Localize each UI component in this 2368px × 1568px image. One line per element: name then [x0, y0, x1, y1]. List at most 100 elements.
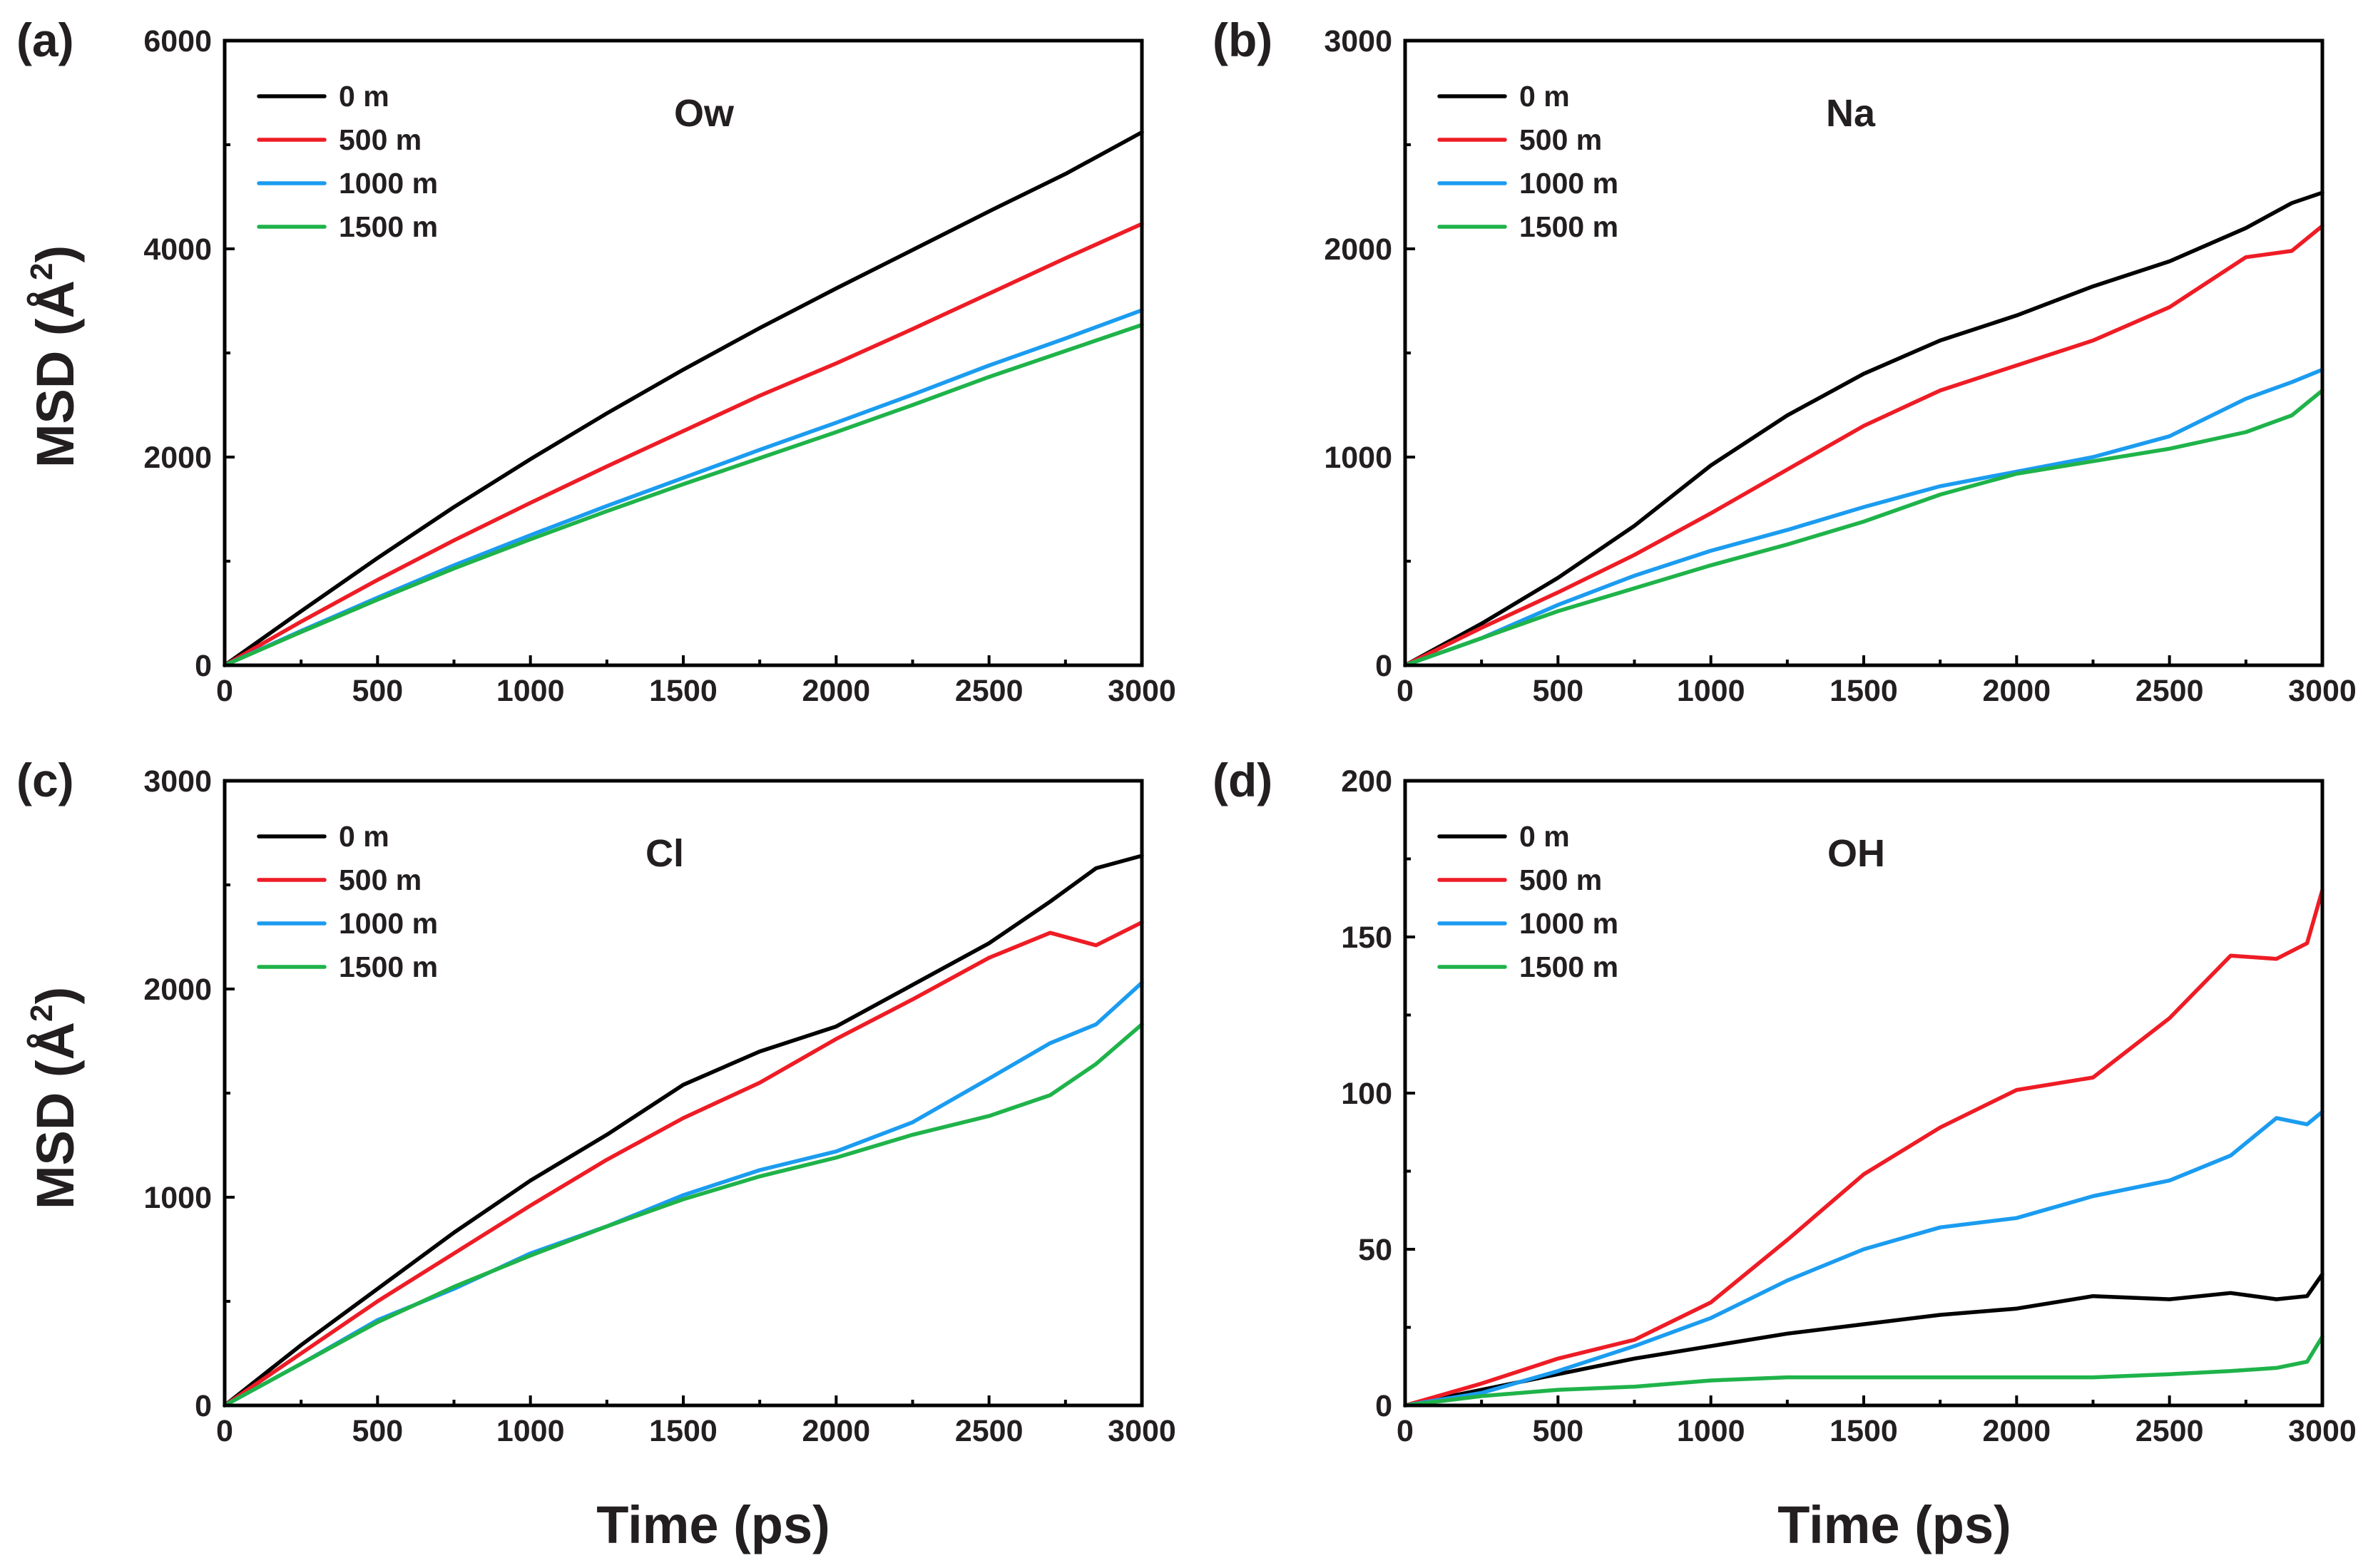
panel-c-ytick-label: 3000 — [143, 764, 212, 799]
panel-d-xtick-label: 3000 — [2288, 1414, 2357, 1448]
panel-c-xtick-label: 2500 — [955, 1414, 1024, 1448]
panel-d-xtick-label: 2000 — [1982, 1414, 2051, 1448]
panel-d-ytick-label: 150 — [1341, 921, 1392, 955]
panel-d-ytick-label: 100 — [1341, 1077, 1392, 1111]
panel-c-series-1500m — [223, 1022, 1144, 1408]
panel-c-tag: (c) — [16, 754, 74, 806]
panel-c-series-1000m — [223, 980, 1144, 1408]
panel-a-xtick-label: 2500 — [955, 674, 1024, 708]
panel-b-series-1500m — [1403, 388, 2324, 667]
panel-a-xtick-label: 1000 — [496, 674, 565, 708]
panel-b-legend-label: 1500 m — [1519, 210, 1618, 243]
panel-a-ytick-label: 0 — [195, 649, 212, 683]
panel-c-ytick-label: 0 — [195, 1389, 212, 1423]
panel-c-ytick-label: 2000 — [143, 973, 212, 1007]
panel-a-ytick-label: 6000 — [143, 24, 212, 58]
panel-a-series-1500m — [223, 322, 1144, 667]
panel-a-legend-label: 1000 m — [339, 167, 438, 200]
panel-d-ytick-label: 200 — [1341, 764, 1392, 799]
panel-c-xtick-label: 0 — [216, 1414, 233, 1448]
panel-d-series-1500m — [1403, 1334, 2324, 1408]
panel-d-xtick-label: 2500 — [2135, 1414, 2204, 1448]
panel-d-xtick-label: 1000 — [1677, 1414, 1745, 1448]
panel-d-ytick-label: 50 — [1358, 1233, 1392, 1267]
panel-d-ytick-label: 0 — [1375, 1389, 1392, 1423]
panel-d-legend-label: 500 m — [1519, 864, 1602, 896]
panel-c-xtick-label: 2000 — [802, 1414, 870, 1448]
panel-a-legend-label: 1500 m — [339, 210, 438, 243]
panel-b-xtick-label: 1500 — [1829, 674, 1898, 708]
panel-b-legend-label: 500 m — [1519, 123, 1602, 156]
y-axis-title-top-main: MSD (Å — [26, 280, 85, 468]
panel-d-legend-label: 0 m — [1519, 820, 1570, 853]
y-axis-title-top-sup: 2 — [24, 263, 59, 280]
panel-b-xtick-label: 2000 — [1982, 674, 2051, 708]
panel-c-legend-label: 0 m — [339, 820, 389, 853]
panel-d-legend-label: 1000 m — [1519, 907, 1618, 940]
panel-c-legend-label: 1000 m — [339, 907, 438, 940]
panel-b-xtick-label: 500 — [1532, 674, 1583, 708]
panel-c-series-500m — [223, 920, 1144, 1408]
panel-c-legend-label: 1500 m — [339, 950, 438, 983]
panel-a-species-label: Ow — [674, 92, 735, 135]
panel-a-legend-label: 0 m — [339, 80, 389, 113]
panel-c: (c) Cl 0 500 1000 1500 2000 2500 3000 0 1000 2000… — [16, 754, 1176, 1448]
panel-c-xtick-label: 500 — [352, 1414, 403, 1448]
panel-b-ytick-label: 1000 — [1324, 441, 1392, 475]
y-axis-title-bottom-main: MSD (Å — [26, 1022, 85, 1209]
y-axis-title-bottom: MSD (Å2) — [24, 987, 85, 1209]
panel-a-xtick-label: 3000 — [1108, 674, 1176, 708]
panel-b-species-label: Na — [1826, 92, 1876, 135]
panel-a-xtick-label: 500 — [352, 674, 403, 708]
panel-d-legend-label: 1500 m — [1519, 950, 1618, 983]
panel-c-legend-label: 500 m — [339, 864, 422, 896]
y-axis-title-top-close: ) — [26, 245, 85, 263]
panel-d-xtick-label: 1500 — [1829, 1414, 1898, 1448]
panel-b-series-0m — [1403, 190, 2324, 667]
panel-d-tag: (d) — [1213, 754, 1272, 806]
panel-d-series-0m — [1403, 1272, 2324, 1408]
panel-d-xtick-label: 500 — [1532, 1414, 1583, 1448]
panel-b-ytick-label: 3000 — [1324, 24, 1392, 58]
panel-a-xtick-label: 2000 — [802, 674, 870, 708]
panel-b-xtick-label: 3000 — [2288, 674, 2357, 708]
panel-d: (d) OH 0 500 1000 1500 2000 2500 3000 0 50 100 150… — [1213, 754, 2357, 1448]
panel-a-xtick-label: 0 — [216, 674, 233, 708]
panel-c-species-label: Cl — [645, 832, 684, 875]
panel-a: (a) Ow 0 500 1000 1500 2000 2500 3000 0 2000 4000… — [16, 14, 1176, 708]
y-axis-title-bottom-sup: 2 — [24, 1005, 59, 1022]
y-axis-title-top: MSD (Å2) — [24, 245, 85, 468]
panel-c-xtick-label: 3000 — [1108, 1414, 1176, 1448]
panel-b-series-1000m — [1403, 367, 2324, 667]
y-axis-title-bottom-close: ) — [26, 987, 85, 1005]
panel-c-xtick-label: 1000 — [496, 1414, 565, 1448]
panel-d-series-1000m — [1403, 1110, 2324, 1408]
panel-b-xtick-label: 2500 — [2135, 674, 2204, 708]
panel-a-ytick-label: 2000 — [143, 441, 212, 475]
x-axis-title-left: Time (ps) — [596, 1495, 830, 1554]
panel-b-xtick-label: 0 — [1397, 674, 1414, 708]
panel-c-series-0m — [223, 854, 1144, 1408]
panel-a-series-1000m — [223, 308, 1144, 667]
panel-a-legend-label: 500 m — [339, 123, 422, 156]
panel-b-ytick-label: 0 — [1375, 649, 1392, 683]
panel-d-species-label: OH — [1827, 832, 1885, 875]
panel-b-legend-label: 1000 m — [1519, 167, 1618, 200]
panel-d-series-500m — [1403, 888, 2324, 1408]
panel-b-xtick-label: 1000 — [1677, 674, 1745, 708]
panel-a-series-500m — [223, 222, 1144, 667]
panel-a-tag: (a) — [16, 14, 74, 66]
panel-b-tag: (b) — [1213, 14, 1272, 66]
x-axis-title-right: Time (ps) — [1777, 1495, 2011, 1554]
panel-b-legend-label: 0 m — [1519, 80, 1570, 113]
panel-d-xtick-label: 0 — [1397, 1414, 1414, 1448]
panel-b-series-500m — [1403, 224, 2324, 667]
panel-b-ytick-label: 2000 — [1324, 232, 1392, 267]
panel-c-ytick-label: 1000 — [143, 1181, 212, 1215]
panel-a-series-0m — [223, 130, 1144, 667]
panel-a-xtick-label: 1500 — [649, 674, 718, 708]
panel-c-xtick-label: 1500 — [649, 1414, 718, 1448]
panel-b: (b) Na 0 500 1000 1500 2000 2500 3000 0 1000 2000… — [1213, 14, 2357, 708]
panel-a-ytick-label: 4000 — [143, 232, 212, 267]
